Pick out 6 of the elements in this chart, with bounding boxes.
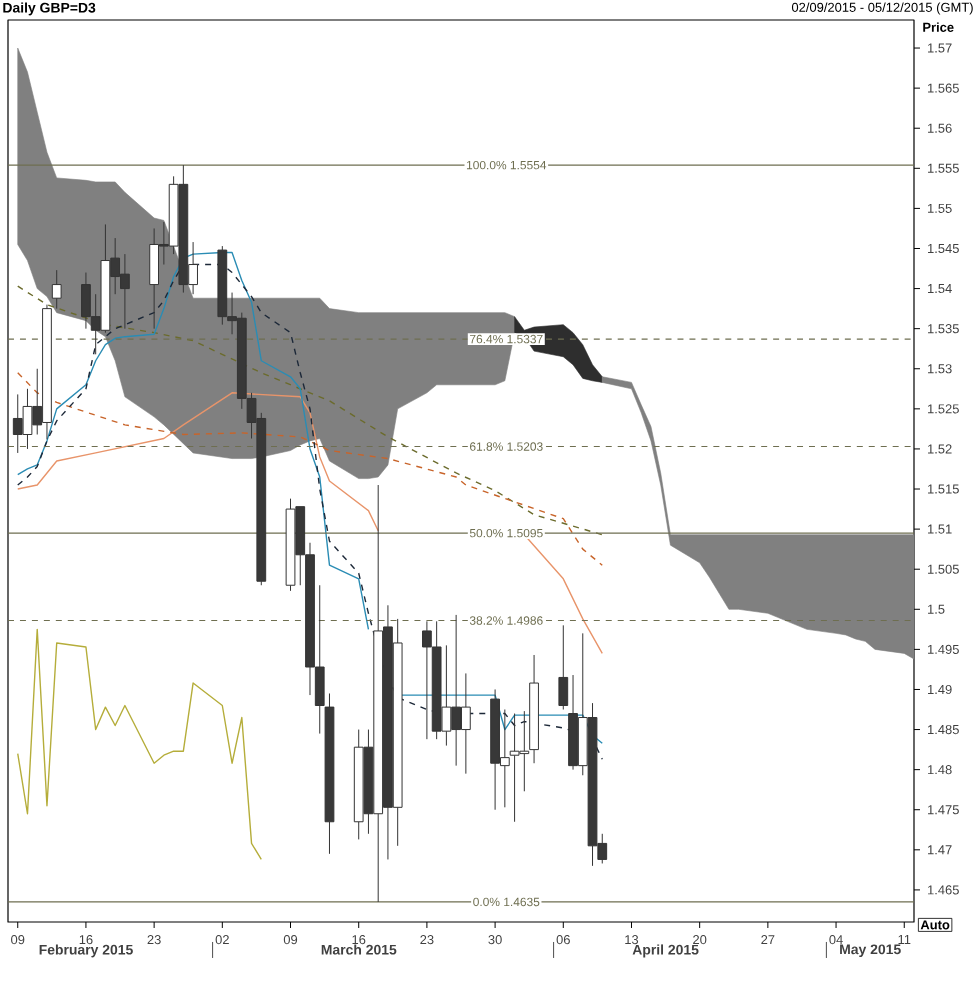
line-series <box>17 372 603 566</box>
line-series <box>17 628 262 861</box>
candlestick <box>558 624 569 711</box>
candlestick <box>51 269 62 310</box>
line-series <box>17 285 603 536</box>
candlestick <box>529 654 539 764</box>
